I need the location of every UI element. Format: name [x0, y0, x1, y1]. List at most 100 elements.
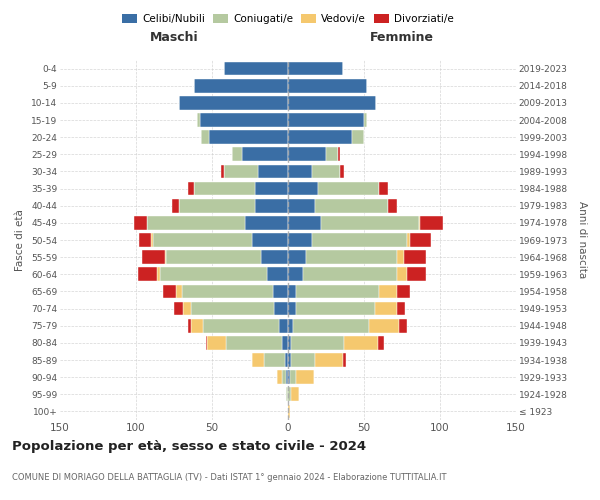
Bar — [303, 268, 397, 281]
Bar — [282, 370, 286, 384]
Bar — [137, 268, 157, 281]
Bar — [316, 353, 343, 367]
Bar — [319, 182, 379, 196]
Bar — [291, 388, 299, 401]
Bar — [206, 336, 208, 349]
Bar — [288, 130, 352, 144]
Text: Maschi: Maschi — [149, 31, 199, 44]
Bar — [288, 96, 376, 110]
Bar — [377, 336, 384, 349]
Bar — [197, 113, 200, 127]
Bar — [397, 250, 404, 264]
Bar — [286, 370, 288, 384]
Y-axis label: Anni di nascita: Anni di nascita — [577, 202, 587, 278]
Bar — [172, 199, 179, 212]
Bar — [146, 216, 245, 230]
Bar — [288, 62, 343, 76]
Bar — [288, 284, 296, 298]
Bar — [160, 268, 267, 281]
Bar — [404, 250, 427, 264]
Bar — [293, 319, 368, 332]
Bar — [251, 353, 263, 367]
Bar — [153, 233, 251, 247]
Text: Femmine: Femmine — [370, 31, 434, 44]
Bar — [399, 319, 407, 332]
Bar — [313, 164, 340, 178]
Bar — [273, 284, 288, 298]
Bar — [306, 250, 397, 264]
Bar — [288, 302, 296, 316]
Bar — [263, 353, 285, 367]
Bar — [288, 336, 291, 349]
Bar — [142, 250, 165, 264]
Bar — [188, 319, 191, 332]
Bar — [163, 284, 176, 298]
Text: Popolazione per età, sesso e stato civile - 2024: Popolazione per età, sesso e stato civil… — [12, 440, 366, 453]
Bar — [338, 148, 340, 161]
Bar — [288, 164, 313, 178]
Bar — [183, 302, 191, 316]
Bar — [151, 233, 153, 247]
Bar — [208, 336, 226, 349]
Bar — [288, 388, 291, 401]
Bar — [288, 268, 303, 281]
Bar — [288, 319, 293, 332]
Bar — [407, 268, 427, 281]
Bar — [288, 199, 316, 212]
Bar — [242, 148, 288, 161]
Bar — [407, 233, 410, 247]
Legend: Celibi/Nubili, Coniugati/e, Vedovi/e, Divorziati/e: Celibi/Nubili, Coniugati/e, Vedovi/e, Di… — [118, 10, 458, 29]
Bar — [224, 164, 257, 178]
Text: COMUNE DI MORIAGO DELLA BATTAGLIA (TV) - Dati ISTAT 1° gennaio 2024 - Elaborazio: COMUNE DI MORIAGO DELLA BATTAGLIA (TV) -… — [12, 473, 446, 482]
Bar — [166, 250, 260, 264]
Bar — [226, 336, 282, 349]
Bar — [188, 182, 194, 196]
Bar — [288, 148, 326, 161]
Bar — [257, 164, 288, 178]
Bar — [221, 164, 224, 178]
Y-axis label: Fasce di età: Fasce di età — [16, 209, 25, 271]
Bar — [397, 302, 405, 316]
Bar — [274, 302, 288, 316]
Bar — [296, 302, 374, 316]
Bar — [288, 182, 319, 196]
Bar — [397, 284, 410, 298]
Bar — [194, 182, 254, 196]
Bar — [282, 336, 288, 349]
Bar — [179, 96, 288, 110]
Bar — [340, 164, 344, 178]
Bar — [254, 199, 288, 212]
Bar — [326, 148, 338, 161]
Bar — [313, 233, 407, 247]
Bar — [316, 199, 388, 212]
Bar — [286, 388, 288, 401]
Bar — [288, 250, 306, 264]
Bar — [288, 353, 291, 367]
Bar — [352, 130, 364, 144]
Bar — [267, 268, 288, 281]
Bar — [174, 302, 183, 316]
Bar — [224, 62, 288, 76]
Bar — [288, 404, 290, 418]
Bar — [288, 113, 364, 127]
Bar — [288, 79, 367, 92]
Bar — [139, 233, 151, 247]
Bar — [191, 319, 203, 332]
Bar — [419, 216, 420, 230]
Bar — [254, 182, 288, 196]
Bar — [209, 130, 288, 144]
Bar — [322, 216, 419, 230]
Bar — [296, 370, 314, 384]
Bar — [296, 284, 379, 298]
Bar — [285, 353, 288, 367]
Bar — [364, 113, 367, 127]
Bar — [410, 233, 431, 247]
Bar — [157, 268, 160, 281]
Bar — [179, 199, 254, 212]
Bar — [379, 284, 397, 298]
Bar — [232, 148, 242, 161]
Bar — [279, 319, 288, 332]
Bar — [397, 268, 407, 281]
Bar — [176, 284, 182, 298]
Bar — [288, 370, 290, 384]
